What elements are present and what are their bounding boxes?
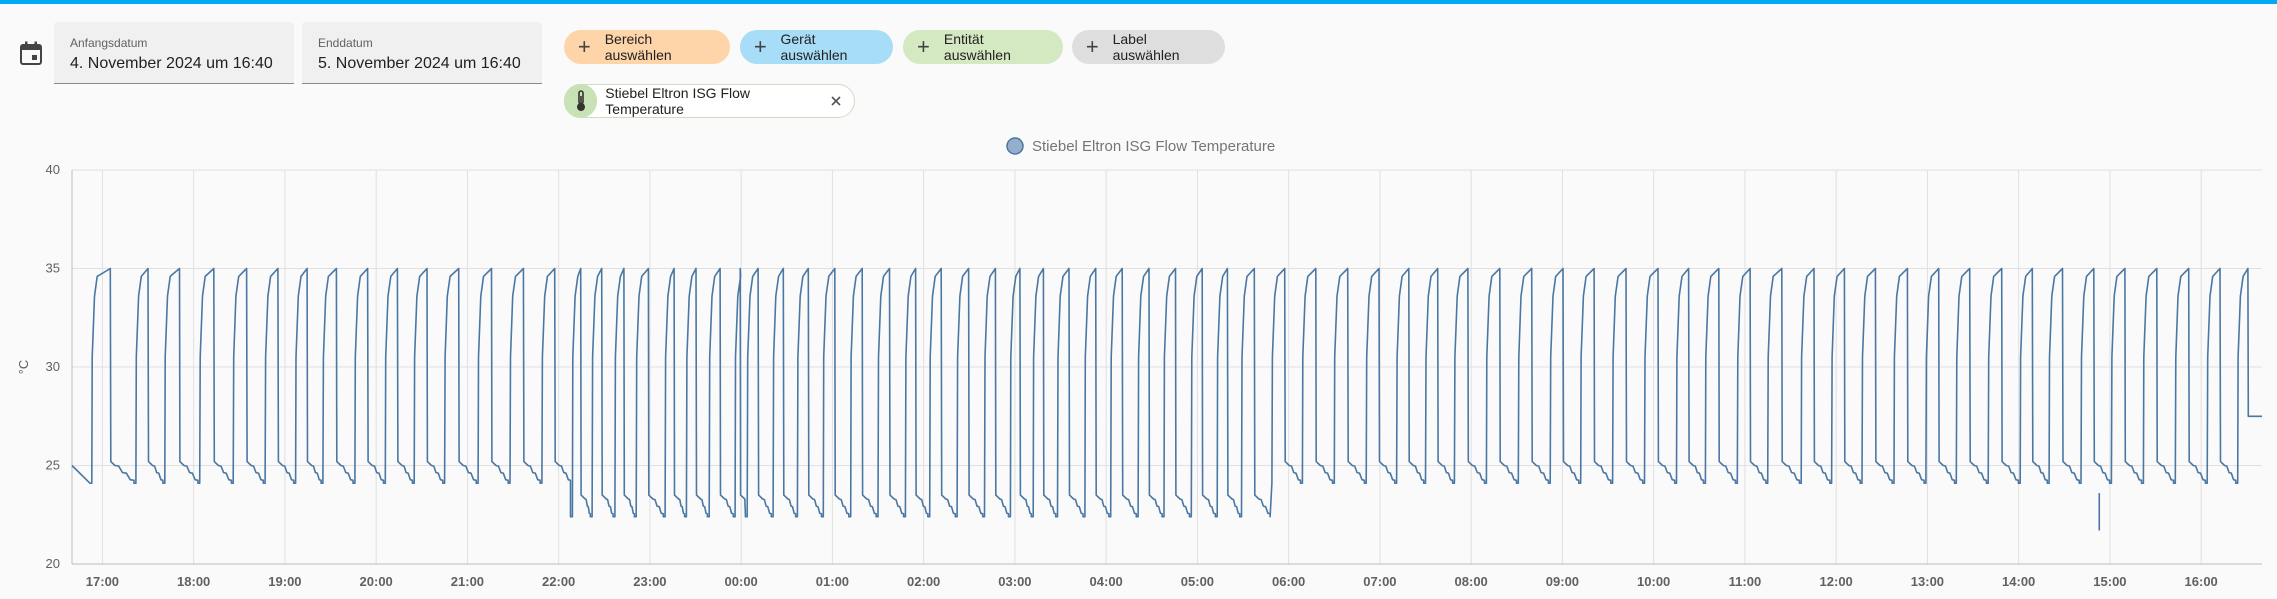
x-tick-label: 06:00 <box>1272 574 1305 589</box>
series-line <box>71 267 2262 518</box>
end-date-field[interactable]: Enddatum 5. November 2024 um 16:40 <box>302 22 542 84</box>
close-icon[interactable] <box>827 92 845 110</box>
x-tick-label: 21:00 <box>451 574 484 589</box>
selected-entity-label: Stiebel Eltron ISG Flow Temperature <box>605 85 751 117</box>
x-tick-label: 07:00 <box>1363 574 1396 589</box>
x-tick-label: 17:00 <box>86 574 119 589</box>
select-area-chip[interactable]: + Bereich auswählen <box>564 30 730 64</box>
y-tick-label: 35 <box>46 261 60 276</box>
selected-entity-chip[interactable]: Stiebel Eltron ISG Flow Temperature <box>564 84 855 118</box>
select-entity-chip[interactable]: + Entität auswählen <box>903 30 1063 64</box>
select-device-chip[interactable]: + Gerät auswählen <box>740 30 893 64</box>
x-tick-label: 15:00 <box>2093 574 2126 589</box>
plus-icon: + <box>577 34 591 59</box>
calendar-icon[interactable] <box>14 36 48 70</box>
x-tick-label: 03:00 <box>998 574 1031 589</box>
x-tick-label: 20:00 <box>360 574 393 589</box>
y-tick-label: 40 <box>46 162 60 177</box>
select-label-chip[interactable]: + Label auswählen <box>1072 30 1225 64</box>
x-tick-label: 16:00 <box>2185 574 2218 589</box>
x-tick-label: 23:00 <box>633 574 666 589</box>
x-tick-label: 18:00 <box>177 574 210 589</box>
plus-icon: + <box>1085 34 1099 59</box>
y-axis-label: °C <box>16 360 31 375</box>
x-tick-label: 05:00 <box>1181 574 1214 589</box>
x-tick-label: 11:00 <box>1729 574 1762 589</box>
select-device-label: Gerät auswählen <box>780 31 848 63</box>
x-tick-label: 12:00 <box>1820 574 1853 589</box>
x-tick-label: 04:00 <box>1090 574 1123 589</box>
x-tick-label: 09:00 <box>1546 574 1579 589</box>
start-date-label: Anfangsdatum <box>70 36 148 50</box>
plus-icon: + <box>753 34 767 59</box>
plus-icon: + <box>917 34 930 59</box>
x-tick-label: 19:00 <box>268 574 301 589</box>
select-label-label: Label auswählen <box>1112 31 1180 63</box>
history-chart: 20 25 30 35 40 17:00 18:00 19:00 20:00 21:00 22:00… <box>16 137 2262 589</box>
x-tick-label: 10:00 <box>1637 574 1670 589</box>
x-tick-label: 08:00 <box>1455 574 1488 589</box>
x-tick-label: 22:00 <box>542 574 575 589</box>
x-tick-label: 01:00 <box>816 574 849 589</box>
end-date-value[interactable]: 5. November 2024 um 16:40 <box>318 55 521 72</box>
top-accent-bar <box>0 0 2277 4</box>
end-date-label: Enddatum <box>318 36 373 50</box>
y-tick-label: 20 <box>46 556 60 571</box>
y-tick-label: 25 <box>46 458 60 473</box>
select-entity-label: Entität auswählen <box>943 31 1011 63</box>
x-tick-label: 02:00 <box>907 574 940 589</box>
select-area-label: Bereich auswählen <box>604 31 672 63</box>
x-tick-label: 13:00 <box>1911 574 1944 589</box>
start-date-field[interactable]: Anfangsdatum 4. November 2024 um 16:40 <box>54 22 294 84</box>
x-tick-label: 14:00 <box>2002 574 2035 589</box>
thermometer-icon <box>564 84 598 118</box>
start-date-value[interactable]: 4. November 2024 um 16:40 <box>70 55 273 72</box>
y-tick-label: 30 <box>46 359 60 374</box>
legend-label: Stiebel Eltron ISG Flow Temperature <box>1032 138 1275 155</box>
legend-marker <box>1006 137 1024 155</box>
x-tick-label: 00:00 <box>725 574 758 589</box>
